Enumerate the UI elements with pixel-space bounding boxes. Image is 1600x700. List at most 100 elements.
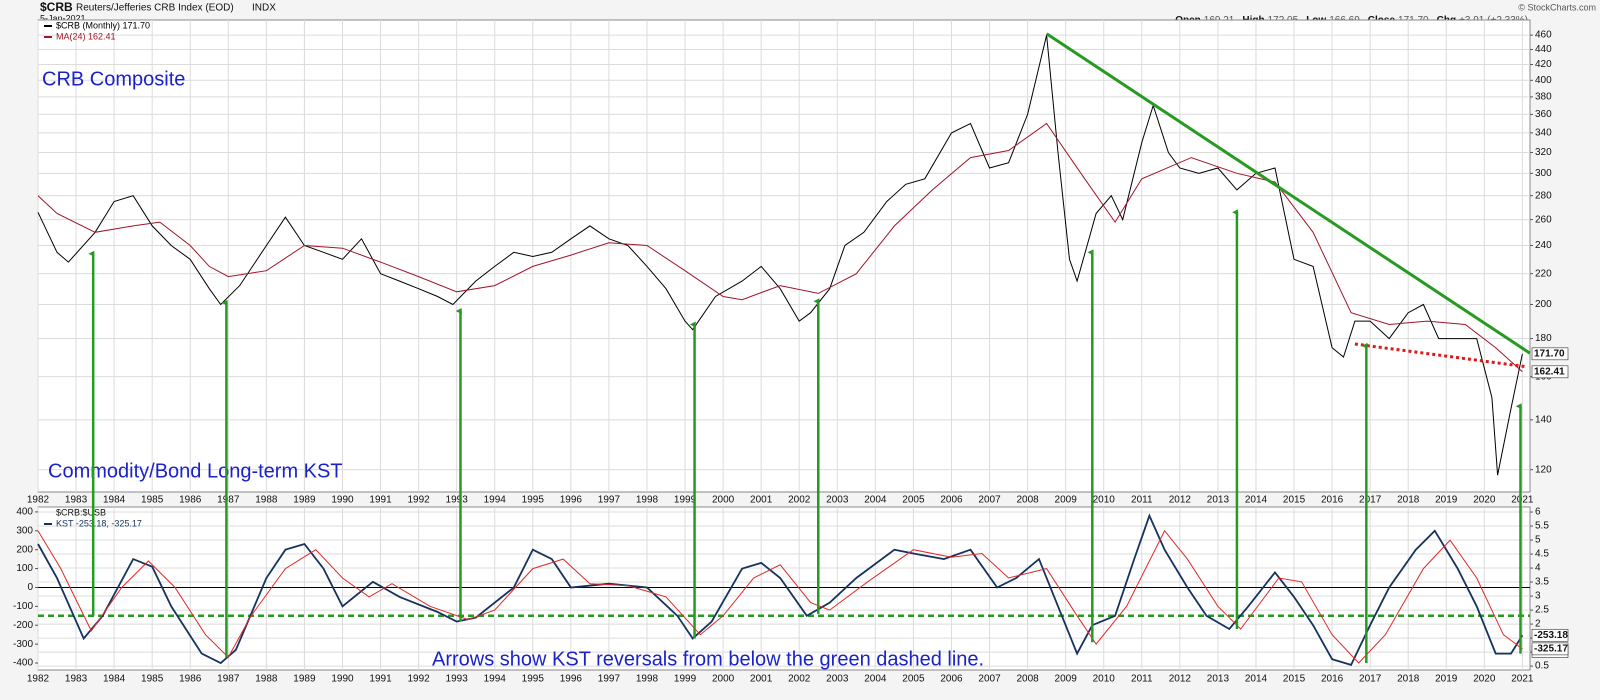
exchange: INDX (252, 3, 276, 14)
series-line (37, 529, 1523, 664)
y2-tick-label: 5.5 (1535, 521, 1549, 532)
y-tick-label: 400 (1535, 75, 1552, 86)
x-tick-label: 1994 (484, 495, 507, 506)
x-tick-label: 2008 (1016, 495, 1039, 506)
value-tag: -325.17 (1534, 644, 1568, 655)
y-tick-label: 420 (1535, 59, 1552, 70)
trendline (1354, 342, 1527, 369)
x-tick-label: 2010 (1093, 674, 1116, 685)
y2-tick-label: 5 (1535, 535, 1541, 546)
x-tick-label: 1983 (65, 495, 88, 506)
y-tick-label: 320 (1535, 147, 1552, 158)
x-tick-label: 2020 (1473, 674, 1496, 685)
x-tick-label: 1990 (331, 495, 354, 506)
y-tick-label: 100 (16, 563, 33, 574)
x-tick-label: 1986 (179, 674, 202, 685)
x-tick-label: 2010 (1093, 495, 1116, 506)
x-tick-label: 2009 (1055, 674, 1078, 685)
x-tick-label: 2002 (788, 674, 811, 685)
x-tick-label: 1985 (141, 674, 164, 685)
plot-area (37, 19, 1531, 493)
x-tick-label: 1998 (636, 495, 659, 506)
symbol: $CRB (40, 0, 73, 14)
x-tick-label: 2018 (1397, 495, 1420, 506)
x-tick-label: 1992 (407, 495, 430, 506)
x-tick-label: 1996 (560, 674, 583, 685)
x-tick-label: 1996 (560, 495, 583, 506)
x-tick-label: 2003 (826, 674, 849, 685)
y-tick-label: 360 (1535, 109, 1552, 120)
x-tick-label: 2001 (750, 495, 773, 506)
y-tick-label: 180 (1535, 333, 1552, 344)
x-tick-label: 2016 (1321, 674, 1344, 685)
x-tick-label: 2014 (1245, 495, 1268, 506)
x-tick-label: 2016 (1321, 495, 1344, 506)
y2-tick-label: 6 (1535, 507, 1541, 518)
series-line (37, 513, 1524, 666)
x-tick-label: 1990 (331, 674, 354, 685)
y-tick-label: 120 (1535, 464, 1552, 475)
x-tick-label: 2020 (1473, 495, 1496, 506)
x-tick-label: 2011 (1131, 495, 1153, 506)
x-tick-label: 2001 (750, 674, 773, 685)
x-tick-label: 1991 (369, 674, 392, 685)
y-tick-label: 240 (1535, 240, 1552, 251)
x-tick-label: 2012 (1169, 495, 1192, 506)
x-tick-label: 2013 (1207, 674, 1230, 685)
x-tick-label: 1992 (407, 674, 430, 685)
legend-label: MA(24) 162.41 (56, 31, 116, 41)
y-tick-label: -100 (13, 601, 33, 612)
x-tick-label: 2009 (1055, 495, 1078, 506)
y-tick-label: 260 (1535, 214, 1552, 225)
y-tick-label: -400 (13, 658, 33, 669)
x-tick-label: 2017 (1359, 495, 1382, 506)
annotation: Arrows show KST reversals from below the… (432, 648, 984, 670)
x-tick-label: 1985 (141, 495, 164, 506)
y-tick-label: 220 (1535, 268, 1552, 279)
x-tick-label: 2019 (1435, 495, 1458, 506)
y-tick-label: 460 (1535, 30, 1552, 41)
y-tick-label: 200 (16, 544, 33, 555)
x-tick-label: 1987 (217, 495, 240, 506)
y2-tick-label: 0.5 (1535, 661, 1549, 672)
x-tick-label: 1994 (484, 674, 507, 685)
y-tick-label: 0 (27, 582, 33, 593)
y-tick-label: 300 (16, 525, 33, 536)
x-tick-label: 1982 (27, 495, 50, 506)
legend-label: $CRB (Monthly) 171.70 (56, 20, 150, 30)
x-tick-label: 2015 (1283, 674, 1306, 685)
x-tick-label: 2013 (1207, 495, 1230, 506)
x-tick-label: 1999 (674, 495, 697, 506)
y-tick-label: 140 (1535, 414, 1552, 425)
y-tick-label: 300 (1535, 168, 1552, 179)
y2-tick-label: 3.5 (1535, 577, 1549, 588)
x-tick-label: 1997 (598, 674, 621, 685)
x-tick-label: 2015 (1283, 495, 1306, 506)
x-tick-label: 1991 (369, 495, 392, 506)
x-tick-label: 2019 (1435, 674, 1458, 685)
x-tick-label: 2021 (1511, 495, 1534, 506)
x-tick-label: 2002 (788, 495, 811, 506)
x-tick-label: 1988 (255, 674, 278, 685)
x-tick-label: 1999 (674, 674, 697, 685)
x-tick-label: 2007 (978, 674, 1001, 685)
x-tick-label: 1995 (522, 674, 545, 685)
date: 5-Jan-2021 (40, 13, 86, 23)
x-tick-label: 2018 (1397, 674, 1420, 685)
value-tag-box (1531, 365, 1569, 379)
y2-tick-label: 4.5 (1535, 549, 1549, 560)
annotation: CRB Composite (42, 68, 185, 90)
x-tick-label: 1998 (636, 674, 659, 685)
annotation: Commodity/Bond Long-term KST (48, 460, 343, 482)
x-tick-label: 1988 (255, 495, 278, 506)
y2-tick-label: 4 (1535, 563, 1541, 574)
x-tick-label: 1989 (293, 495, 316, 506)
x-tick-label: 1995 (522, 495, 545, 506)
x-tick-label: 1986 (179, 495, 202, 506)
x-tick-label: 1993 (446, 495, 469, 506)
x-tick-label: 2011 (1131, 674, 1153, 685)
legend-label: KST -253.18, -325.17 (56, 518, 142, 528)
x-tick-label: 1984 (103, 674, 126, 685)
y2-tick-label: 3 (1535, 591, 1541, 602)
